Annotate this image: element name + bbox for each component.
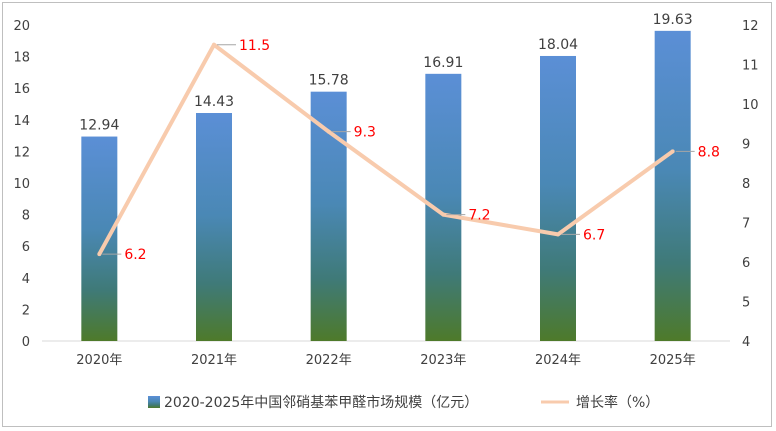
left-axis-tick: 10 <box>13 177 30 192</box>
bar-value-label: 19.63 <box>653 12 693 28</box>
growth-line <box>97 42 674 256</box>
growth-point <box>441 212 446 217</box>
bar <box>81 136 118 341</box>
right-axis-tick: 11 <box>742 59 759 74</box>
bar <box>196 113 232 341</box>
left-y-axis: 0 2 4 6 8 10 12 14 16 18 20 <box>13 19 30 350</box>
growth-point <box>670 149 675 154</box>
growth-value-label: 11.5 <box>239 38 270 54</box>
growth-point <box>556 232 560 237</box>
bar-value-label: 16.91 <box>423 55 463 71</box>
growth-value-label: 7.2 <box>468 208 490 224</box>
x-axis-category: 2025年 <box>650 353 696 368</box>
right-y-axis: 4 5 6 7 8 9 10 11 12 <box>742 19 759 350</box>
x-axis-category: 2020年 <box>76 353 122 368</box>
chart-frame <box>2 2 772 427</box>
bar-series: 12.94 14.43 15.78 16.91 18.04 19.63 <box>79 12 693 342</box>
left-axis-tick: 14 <box>13 114 30 129</box>
bar-value-label: 12.94 <box>79 118 119 134</box>
right-axis-tick: 8 <box>742 177 750 192</box>
growth-point <box>326 129 331 134</box>
right-axis-tick: 10 <box>742 98 759 113</box>
left-axis-tick: 0 <box>22 335 30 350</box>
growth-value-label: 6.2 <box>124 247 146 263</box>
left-axis-tick: 6 <box>22 240 30 255</box>
bar-value-label: 15.78 <box>309 73 349 89</box>
left-axis-tick: 8 <box>22 209 30 224</box>
bar-value-label: 14.43 <box>194 94 234 110</box>
bar-value-label: 18.04 <box>538 37 578 53</box>
left-axis-tick: 12 <box>13 145 30 160</box>
legend: 2020-2025年中国邻硝基苯甲醛市场规模（亿元） 增长率（%） <box>148 394 659 411</box>
growth-value-label: 9.3 <box>354 125 376 141</box>
left-axis-tick: 18 <box>13 51 30 66</box>
growth-value-label: 6.7 <box>583 227 605 243</box>
line-series: 6.2 11.5 9.3 7.2 6.7 8.8 <box>97 38 720 263</box>
right-axis-tick: 4 <box>742 335 750 350</box>
right-axis-tick: 7 <box>742 217 750 232</box>
bar <box>654 30 691 341</box>
legend-bar-swatch <box>148 396 160 408</box>
left-axis-tick: 2 <box>22 303 30 318</box>
x-axis-category: 2022年 <box>306 353 352 368</box>
right-axis-tick: 12 <box>742 19 759 34</box>
right-axis-tick: 6 <box>742 256 750 271</box>
x-axis-category: 2023年 <box>420 353 466 368</box>
legend-line-label: 增长率（%） <box>576 394 659 411</box>
right-axis-tick: 9 <box>742 138 750 153</box>
growth-point <box>97 252 102 257</box>
right-axis-tick: 5 <box>742 296 750 311</box>
x-axis-category: 2021年 <box>191 353 237 368</box>
growth-point <box>212 42 216 47</box>
left-axis-tick: 4 <box>22 272 30 287</box>
x-axis-categories: 2020年 2021年 2022年 2023年 2024年 2025年 <box>76 353 695 368</box>
left-axis-tick: 16 <box>13 82 30 97</box>
left-axis-tick: 20 <box>13 19 30 34</box>
x-axis-category: 2024年 <box>535 353 581 368</box>
legend-bar-label: 2020-2025年中国邻硝基苯甲醛市场规模（亿元） <box>164 394 478 411</box>
bar <box>310 91 347 342</box>
bar <box>540 55 576 342</box>
growth-value-label: 8.8 <box>698 144 720 160</box>
